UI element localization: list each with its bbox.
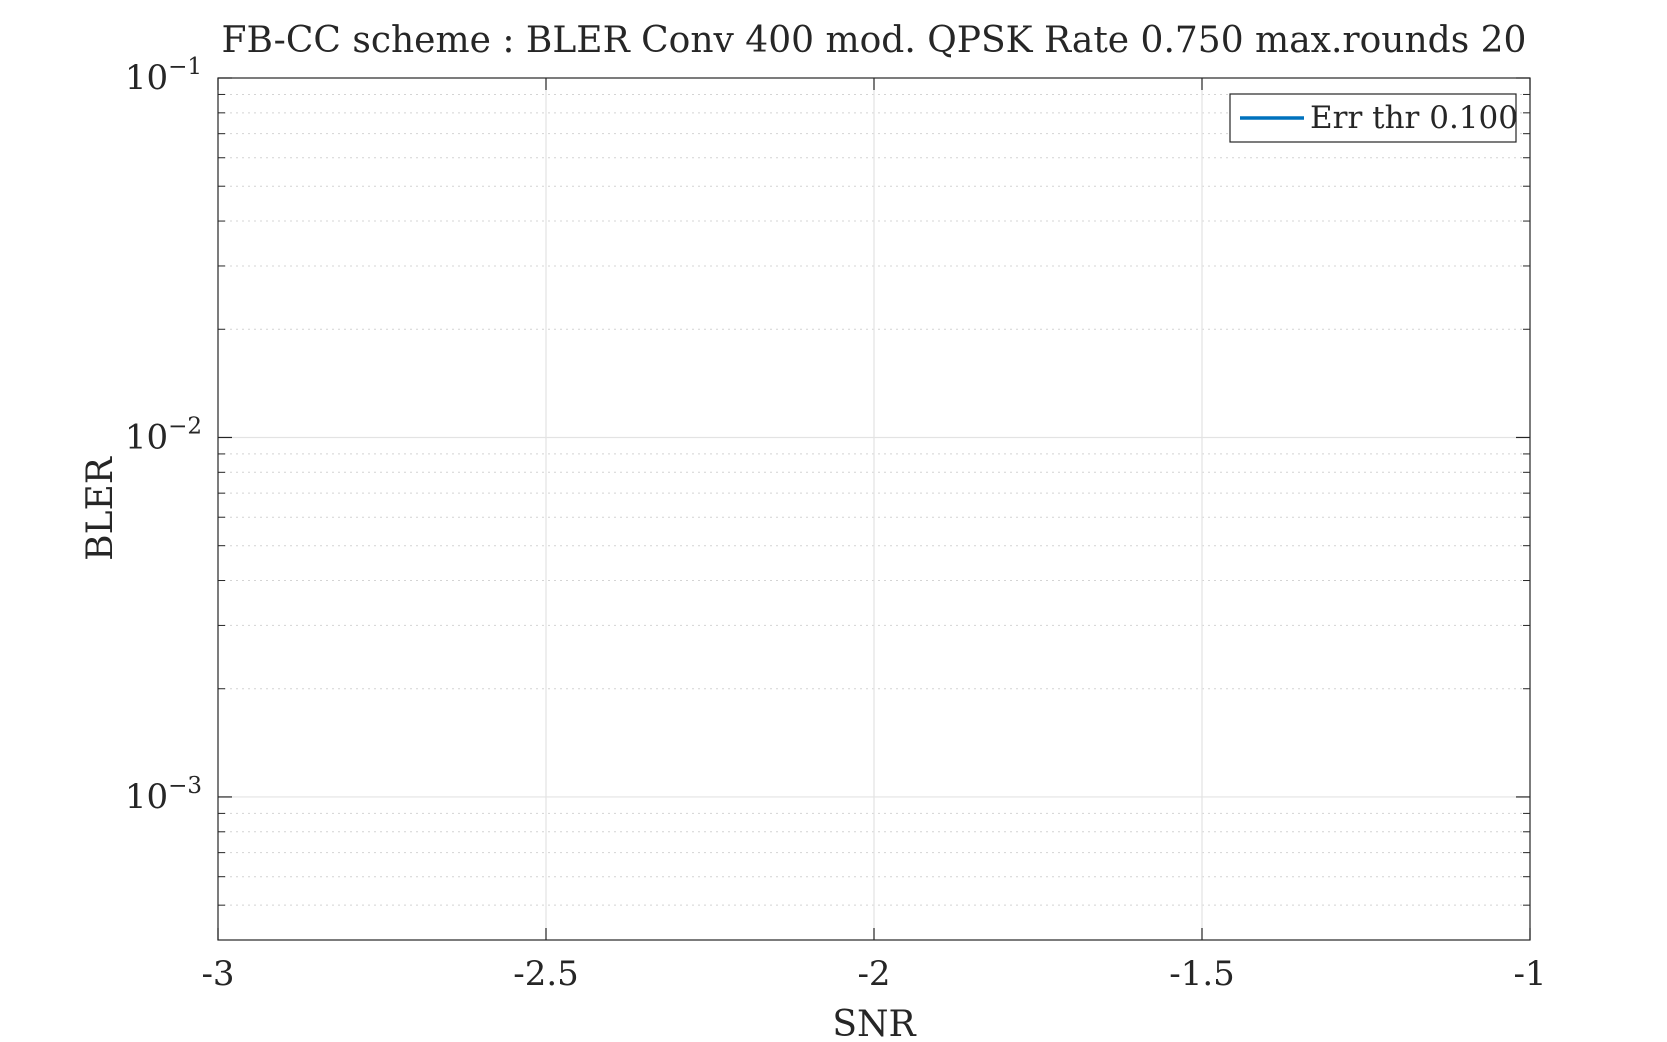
y-tick-label: 10−3 [125, 773, 202, 817]
x-axis-label: SNR [832, 1004, 916, 1042]
chart-title: FB-CC scheme : BLER Conv 400 mod. QPSK R… [222, 20, 1527, 61]
x-tick-labels: -3 -2.5 -2 -1.5 -1 [201, 954, 1546, 994]
legend: Err thr 0.100 [1229, 93, 1518, 143]
legend-entry-label: Err thr 0.100 [1310, 100, 1518, 136]
y-axis-label: BLER [80, 456, 121, 561]
y-tick-label: 10−1 [125, 54, 202, 98]
y-tick-label: 10−2 [125, 413, 202, 457]
x-tick-label: -1 [1513, 954, 1546, 994]
major-grid [218, 78, 1530, 940]
x-tick-label: -2 [857, 954, 890, 994]
x-tick-label: -1.5 [1169, 954, 1235, 994]
x-tick-label: -3 [201, 954, 234, 994]
x-tick-label: -2.5 [513, 954, 579, 994]
axis-ticks [217, 77, 1531, 940]
y-tick-labels: 10−3 10−2 10−1 [125, 54, 202, 817]
